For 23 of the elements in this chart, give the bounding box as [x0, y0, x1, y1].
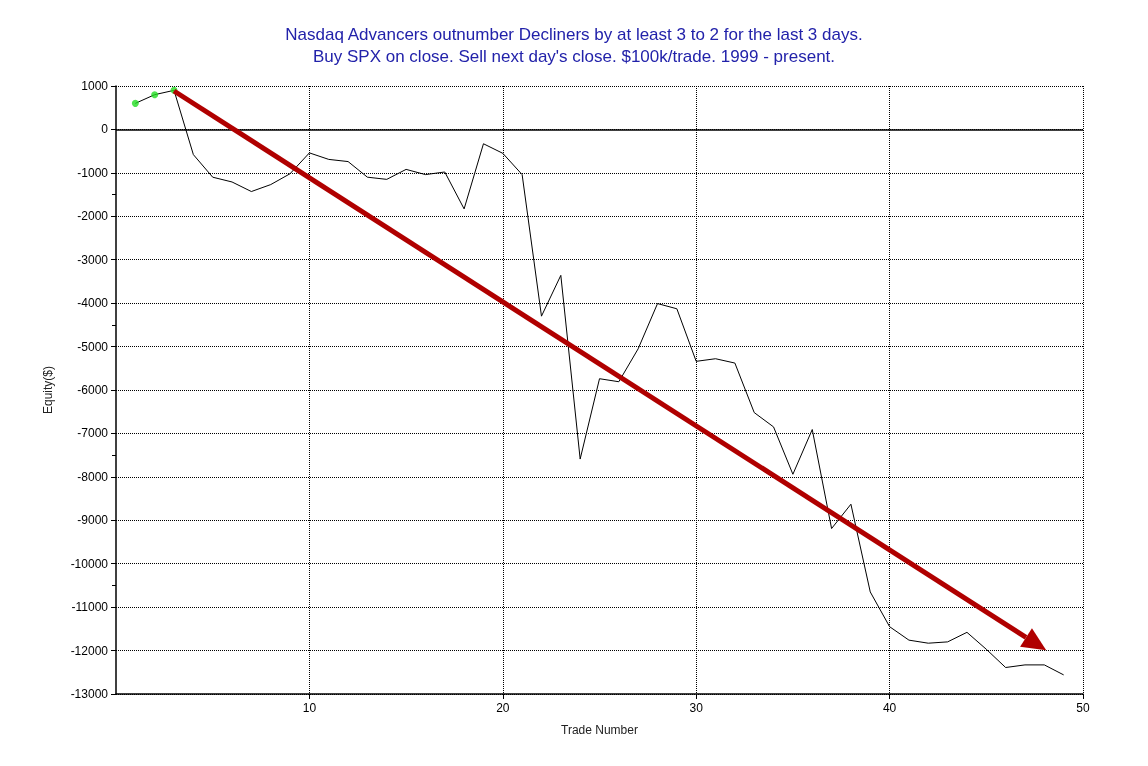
chart-title: Nasdaq Advancers outnumber Decliners by at least 3 to 2 for the last 3 days. Buy SPX on close. Sell next day's close. $100k/trade. 1999 - present.	[285, 24, 863, 66]
x-tick-label: 30	[689, 701, 704, 715]
y-tick-label: 0	[101, 122, 109, 137]
y-axis-title: Equity($)	[41, 365, 55, 415]
y-tick-label: -7000	[77, 426, 109, 441]
x-tick-label: 50	[1076, 701, 1090, 715]
x-axis-title: Trade Number	[561, 723, 638, 737]
y-tick-label: -8000	[77, 469, 109, 484]
y-tick-label: -12000	[70, 643, 109, 658]
x-tick-label: 20	[496, 701, 510, 715]
y-tick-label: 1000	[81, 79, 109, 93]
y-tick-label: -5000	[77, 339, 109, 354]
y-tick-label: -1000	[77, 165, 109, 180]
y-tick-label: -9000	[77, 513, 109, 528]
y-tick-label: -3000	[77, 252, 109, 267]
y-tick-label: -11000	[71, 600, 109, 615]
x-tick-label: 10	[302, 701, 317, 715]
y-tick-label: -4000	[77, 296, 109, 311]
y-tick-label: -10000	[70, 556, 109, 571]
x-tick-label: 40	[882, 701, 897, 715]
y-tick-label: -2000	[77, 209, 109, 224]
y-tick-label: -6000	[77, 383, 109, 397]
y-tick-label: -13000	[70, 687, 109, 701]
